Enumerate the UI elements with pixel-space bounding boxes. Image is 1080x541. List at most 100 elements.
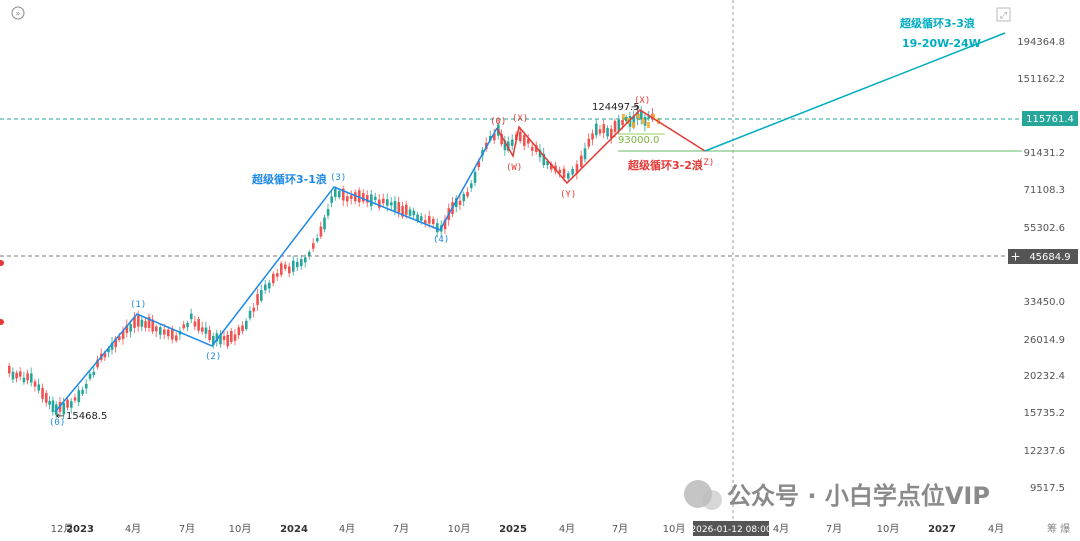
candle-body xyxy=(370,194,373,207)
candle-body xyxy=(477,161,481,168)
candle-body xyxy=(264,284,267,291)
candle-body xyxy=(92,371,96,376)
x-tick-label: 7月 xyxy=(393,523,409,535)
candle-body xyxy=(455,198,458,208)
candle-body xyxy=(66,399,69,408)
candle-body xyxy=(114,338,117,348)
candle-body xyxy=(140,319,144,327)
candle-body xyxy=(562,168,566,178)
y-tick-label: 20232.4 xyxy=(1024,371,1065,382)
candle-body xyxy=(575,164,579,174)
price-marker-low: 15468.5 xyxy=(66,411,107,422)
x-tick-label: 2025 xyxy=(499,524,527,535)
candle-body xyxy=(432,218,435,225)
candle-body xyxy=(45,392,48,403)
candle-body xyxy=(73,397,77,401)
y-tick-label: 9517.5 xyxy=(1030,483,1065,494)
x-tick-label: 10月 xyxy=(877,523,900,535)
candle-body xyxy=(125,325,129,333)
candle-body xyxy=(643,116,647,126)
candle-body xyxy=(602,124,606,133)
y-tick-label: 91431.2 xyxy=(1024,148,1065,159)
candle-body xyxy=(292,260,295,272)
forward-circle-icon[interactable] xyxy=(11,6,25,20)
candle-body xyxy=(550,163,553,170)
candle-body xyxy=(118,336,121,340)
candle-body xyxy=(538,149,542,158)
x-tick-label: 7月 xyxy=(826,523,842,535)
candle-body xyxy=(201,327,204,332)
red-wave-line xyxy=(496,109,706,185)
expand-icon-glyph: ⤢ xyxy=(999,11,1007,21)
candle-body xyxy=(346,196,349,202)
candle-body xyxy=(598,129,602,134)
candle-body xyxy=(121,330,125,340)
candle-body xyxy=(107,348,110,353)
forward-circle-icon-glyph: » xyxy=(16,9,21,18)
candle-body xyxy=(358,190,361,203)
y-tick-label: 26014.9 xyxy=(1024,335,1065,346)
candle-body xyxy=(558,169,562,174)
candle-body xyxy=(595,123,598,136)
y-tick-label: 33450.0 xyxy=(1024,297,1065,308)
plus-button[interactable] xyxy=(1008,249,1023,264)
candle-body xyxy=(110,342,114,350)
candle-body xyxy=(350,195,353,199)
candle-body xyxy=(542,153,546,166)
candle-body xyxy=(70,401,73,408)
candle-body xyxy=(208,329,211,341)
candle-body xyxy=(443,219,447,230)
candle-body xyxy=(241,325,244,332)
candle-body xyxy=(571,168,574,175)
candle-body xyxy=(212,335,215,346)
price-marker-93000: 93000.0 xyxy=(618,135,659,146)
candle-body xyxy=(503,140,507,151)
candle-body xyxy=(326,209,330,216)
x-tick-label: 7月 xyxy=(612,523,628,535)
expand-icon[interactable] xyxy=(996,7,1011,22)
candle-body xyxy=(62,402,66,415)
y-tick-label: 55302.6 xyxy=(1024,223,1065,234)
candle-body xyxy=(276,273,279,277)
candle-body xyxy=(137,315,140,327)
price-marker-high-arrow: → xyxy=(631,102,639,113)
candle-body xyxy=(248,310,252,319)
candle-body xyxy=(473,171,477,183)
candle-body xyxy=(519,131,522,142)
candle-body xyxy=(237,327,241,336)
y-tick-label: 151162.2 xyxy=(1017,74,1065,85)
candle-body xyxy=(77,390,81,403)
red-wave-label-y: (Y) xyxy=(560,190,576,200)
candle-body xyxy=(308,252,311,257)
candle-body xyxy=(129,324,132,332)
candle-body xyxy=(397,202,401,213)
candle-body xyxy=(362,193,365,202)
candle-body xyxy=(378,199,381,208)
candle-body xyxy=(268,282,271,289)
candle-body xyxy=(186,323,189,328)
candle-body xyxy=(204,327,208,334)
candle-body xyxy=(19,371,22,377)
candle-body xyxy=(632,115,636,127)
candle-body xyxy=(171,328,174,340)
candle-body xyxy=(245,320,248,330)
candle-body xyxy=(296,261,299,268)
current-price-tag-text: 115761.4 xyxy=(1026,114,1074,125)
y-axis: 194364.8 151162.2 91431.2 71108.3 55302.6 334… xyxy=(1017,37,1065,494)
candle-body xyxy=(11,371,15,380)
time-cursor-tag xyxy=(693,521,769,536)
red-wave-label-x1: (X) xyxy=(512,114,528,124)
x-tick-label: 2027 xyxy=(928,524,956,535)
candle-body xyxy=(193,321,197,327)
candle-body xyxy=(382,198,385,204)
plus-icon: + xyxy=(1010,250,1020,264)
x-tick-label: 2023 xyxy=(66,524,94,535)
blue-wave-label-4: (4) xyxy=(433,235,449,245)
candle-body xyxy=(15,372,18,379)
time-cursor-tag-text: 2026-01-12 08:00 xyxy=(690,525,771,535)
crosshair-price-tag xyxy=(1022,249,1078,264)
candle-body xyxy=(405,204,408,215)
candle-body xyxy=(366,195,369,203)
